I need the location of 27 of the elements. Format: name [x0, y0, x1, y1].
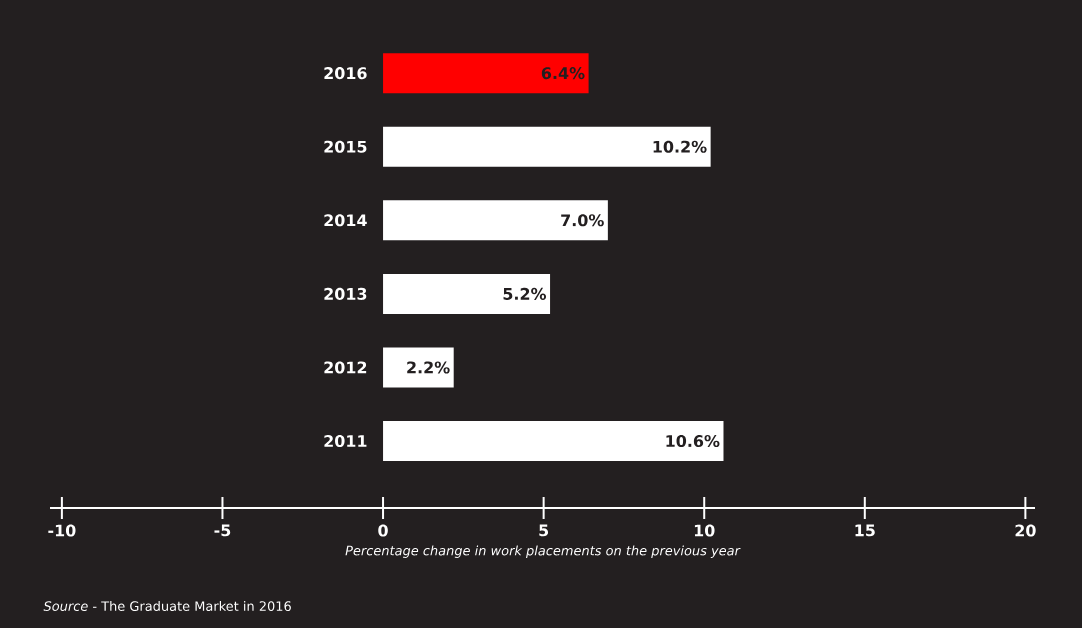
y-tick-label: 2016 — [324, 67, 367, 80]
bar — [383, 200, 608, 241]
y-tick-label: 2013 — [324, 287, 367, 300]
x-tick-label: 15 — [855, 524, 875, 537]
data-label: 2.2% — [407, 361, 450, 374]
x-tick-label: 0 — [378, 524, 388, 537]
data-label: 10.2% — [653, 140, 707, 153]
x-tick-label: 20 — [1015, 524, 1036, 537]
bar — [383, 347, 454, 388]
x-tick-label: 5 — [539, 524, 549, 537]
text: Source - The Graduate Market in 2016 — [43, 600, 291, 612]
y-tick-label: 2011 — [324, 435, 367, 448]
bar — [383, 53, 589, 94]
y-tick-label: 2015 — [324, 140, 367, 153]
x-tick-label: -5 — [214, 524, 231, 537]
data-label: 10.6% — [666, 435, 720, 448]
bar — [383, 273, 551, 314]
bar — [383, 126, 711, 167]
data-label: 6.4% — [541, 67, 585, 80]
x-axis-title: Percentage change in work placements on the previous year — [345, 545, 741, 558]
x-tick-label: -10 — [48, 524, 76, 537]
bar — [383, 421, 724, 462]
x-tick-label: 10 — [694, 524, 715, 537]
data-label: 7.0% — [561, 214, 604, 227]
data-label: 5.2% — [503, 287, 547, 300]
y-tick-label: 2012 — [324, 361, 367, 374]
y-tick-label: 2014 — [324, 214, 367, 227]
